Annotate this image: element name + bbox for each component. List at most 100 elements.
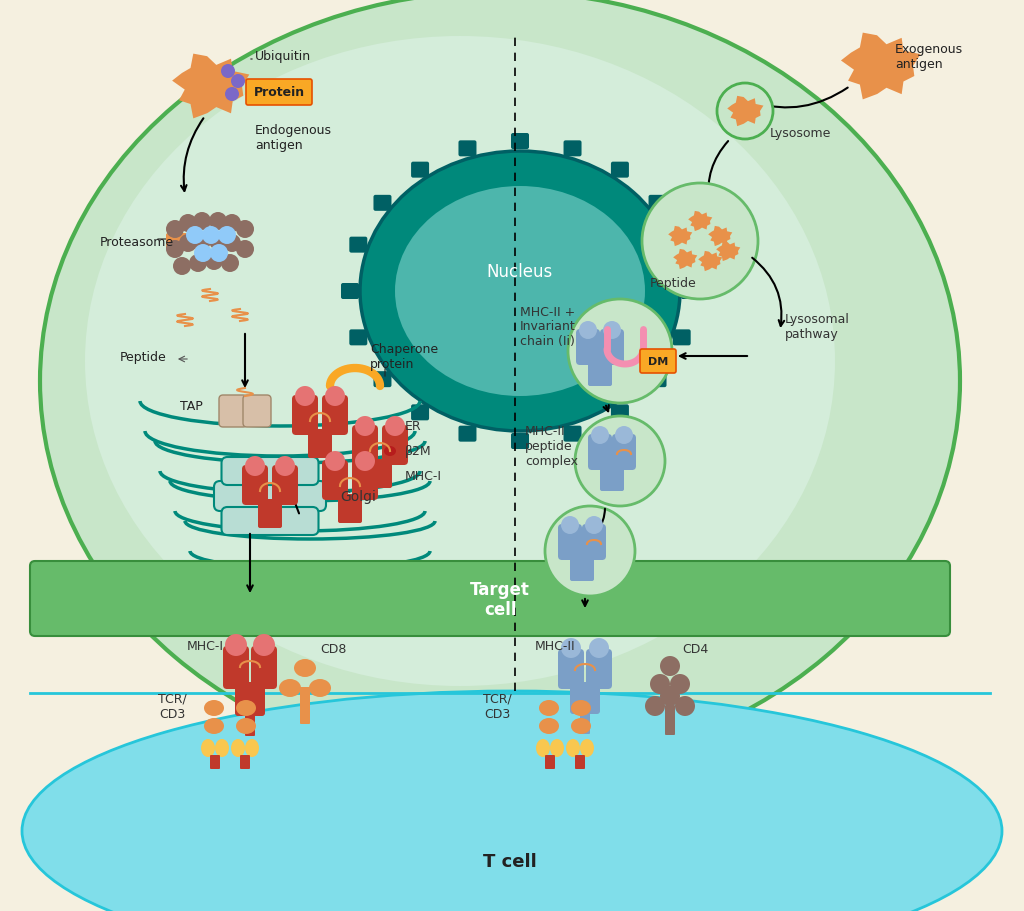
Circle shape: [355, 452, 375, 472]
Text: MHC-I: MHC-I: [186, 640, 223, 653]
Ellipse shape: [360, 152, 680, 432]
Ellipse shape: [245, 739, 259, 757]
Circle shape: [245, 456, 265, 476]
FancyBboxPatch shape: [368, 459, 392, 488]
Circle shape: [645, 696, 665, 716]
Ellipse shape: [580, 739, 594, 757]
Circle shape: [585, 517, 603, 535]
FancyBboxPatch shape: [272, 466, 298, 506]
Circle shape: [670, 674, 690, 694]
FancyBboxPatch shape: [640, 350, 676, 374]
Text: β2M: β2M: [406, 445, 432, 458]
FancyBboxPatch shape: [245, 712, 255, 736]
Circle shape: [173, 258, 191, 276]
FancyBboxPatch shape: [563, 141, 582, 158]
Circle shape: [225, 634, 247, 656]
FancyBboxPatch shape: [234, 682, 265, 716]
FancyBboxPatch shape: [341, 283, 359, 300]
FancyBboxPatch shape: [214, 482, 326, 511]
Text: CD4: CD4: [682, 643, 709, 656]
Circle shape: [225, 87, 239, 102]
Circle shape: [589, 639, 609, 659]
Text: Protein: Protein: [253, 87, 304, 99]
Ellipse shape: [384, 446, 396, 456]
FancyBboxPatch shape: [611, 162, 629, 179]
Text: Chaperone
protein: Chaperone protein: [370, 343, 438, 371]
Ellipse shape: [279, 680, 301, 697]
Text: Lysosome: Lysosome: [770, 128, 831, 140]
Ellipse shape: [309, 680, 331, 697]
Circle shape: [205, 252, 223, 271]
Circle shape: [189, 255, 207, 272]
Polygon shape: [841, 34, 921, 100]
Ellipse shape: [40, 0, 961, 771]
FancyBboxPatch shape: [586, 650, 612, 690]
Polygon shape: [698, 251, 722, 271]
Ellipse shape: [571, 718, 591, 734]
Circle shape: [660, 686, 680, 706]
Text: Target
cell: Target cell: [470, 580, 530, 619]
FancyBboxPatch shape: [648, 372, 667, 388]
FancyBboxPatch shape: [221, 457, 318, 486]
Circle shape: [166, 241, 184, 259]
Circle shape: [236, 241, 254, 259]
Circle shape: [221, 65, 234, 79]
FancyBboxPatch shape: [612, 435, 636, 470]
FancyBboxPatch shape: [673, 330, 690, 346]
Ellipse shape: [236, 701, 256, 716]
Text: Nucleus: Nucleus: [486, 262, 553, 281]
Circle shape: [579, 322, 597, 340]
FancyBboxPatch shape: [582, 525, 606, 560]
Circle shape: [675, 696, 695, 716]
Circle shape: [561, 639, 581, 659]
FancyBboxPatch shape: [166, 234, 198, 250]
FancyBboxPatch shape: [575, 330, 600, 365]
Circle shape: [660, 656, 680, 676]
Ellipse shape: [550, 739, 564, 757]
Ellipse shape: [231, 739, 245, 757]
Circle shape: [209, 232, 227, 251]
FancyBboxPatch shape: [223, 646, 249, 690]
Circle shape: [275, 456, 295, 476]
Circle shape: [193, 213, 211, 230]
Circle shape: [186, 227, 204, 245]
Circle shape: [717, 84, 773, 140]
FancyBboxPatch shape: [459, 141, 476, 158]
Circle shape: [650, 674, 670, 694]
Text: DM: DM: [648, 356, 668, 366]
Text: Golgi: Golgi: [340, 489, 376, 504]
FancyBboxPatch shape: [411, 162, 429, 179]
Text: MHC-II: MHC-II: [535, 640, 575, 653]
Text: Proteasome: Proteasome: [100, 235, 174, 248]
FancyBboxPatch shape: [243, 395, 271, 427]
Circle shape: [385, 416, 406, 436]
FancyBboxPatch shape: [382, 425, 408, 466]
Circle shape: [253, 634, 275, 656]
Circle shape: [231, 75, 245, 89]
Ellipse shape: [566, 739, 580, 757]
Text: MHC-I: MHC-I: [406, 470, 442, 483]
Ellipse shape: [204, 718, 224, 734]
Ellipse shape: [539, 701, 559, 716]
FancyBboxPatch shape: [349, 330, 368, 346]
Circle shape: [209, 213, 227, 230]
Text: Ubiquitin: Ubiquitin: [255, 50, 311, 64]
FancyBboxPatch shape: [292, 395, 318, 435]
Circle shape: [568, 300, 672, 404]
FancyBboxPatch shape: [570, 682, 600, 714]
Circle shape: [166, 220, 184, 239]
Circle shape: [642, 184, 758, 300]
Circle shape: [325, 452, 345, 472]
Ellipse shape: [236, 718, 256, 734]
Circle shape: [194, 245, 212, 262]
Circle shape: [223, 215, 241, 232]
FancyBboxPatch shape: [558, 650, 584, 690]
FancyBboxPatch shape: [611, 404, 629, 421]
Text: ER: ER: [406, 420, 422, 433]
Circle shape: [325, 386, 345, 406]
FancyBboxPatch shape: [251, 646, 278, 690]
Ellipse shape: [294, 660, 316, 677]
FancyBboxPatch shape: [600, 330, 624, 365]
FancyBboxPatch shape: [30, 561, 950, 636]
Ellipse shape: [201, 739, 215, 757]
